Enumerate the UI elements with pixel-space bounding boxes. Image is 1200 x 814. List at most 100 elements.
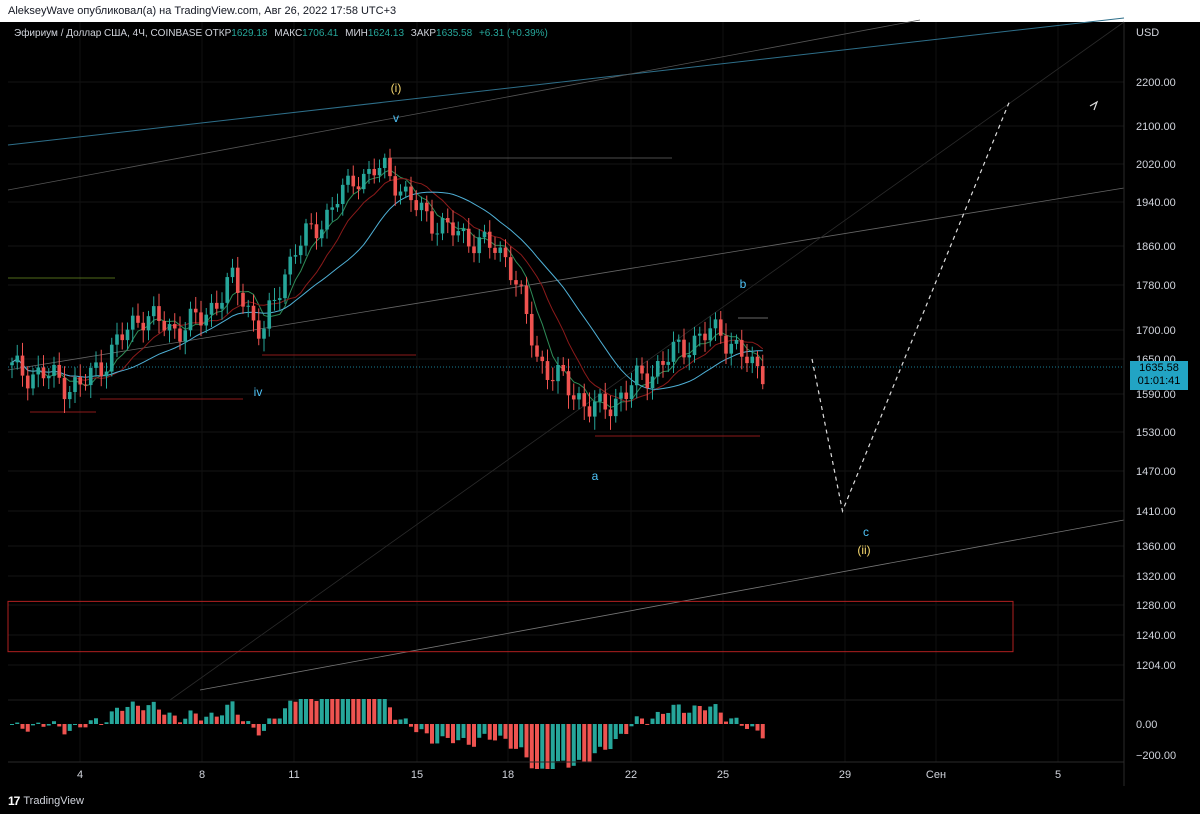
candle-body [587,406,592,417]
candle-body [52,364,56,376]
oscillator-bar [430,724,434,744]
ma-fast-line [11,169,764,408]
candle-body [83,384,88,386]
oscillator-bar [666,712,671,724]
oscillator-bar [251,724,256,728]
candle-body [31,374,35,389]
candle-body [361,173,366,190]
candle-body [424,202,429,212]
price-tick-label: 1780.00 [1136,280,1176,292]
candle-body [235,267,240,293]
footer: 17 TradingView [0,790,1200,814]
candle-body [713,319,718,329]
oscillator-bar [167,712,172,724]
time-tick-label: 25 [717,769,729,781]
candle-body [566,371,571,396]
oscillator-bar [46,724,51,726]
oscillator-bar [435,724,440,744]
oscillator-tick-label: 0.00 [1136,719,1157,731]
tradingview-icon: 17 [8,794,20,808]
candle-body [487,231,492,248]
oscillator-bar [10,724,14,725]
price-tick-label: 1590.00 [1136,389,1176,401]
price-tick-label: 1410.00 [1136,506,1176,518]
tradingview-logo[interactable]: 17 TradingView [8,794,84,808]
symbol-name[interactable]: Эфириум / Доллар США, 4Ч, COINBASE [14,28,203,39]
candle-body [472,246,476,254]
oscillator-bar [592,724,597,754]
candle-body [403,186,408,192]
change-value: +6.31 (+0.39%) [478,28,548,39]
high-value: 1706.41 [302,28,339,39]
oscillator-bar [445,724,450,738]
wave-label-iv: iv [254,385,263,399]
projection-arrowhead [1089,100,1099,111]
oscillator-bar [120,710,125,724]
projection-path [811,99,1011,514]
candle-body [445,218,450,223]
candle-body [398,191,403,196]
oscillator-bar [403,718,408,724]
candle-body [729,343,734,354]
candle-body [204,314,209,326]
close-value: 1635.58 [436,28,473,39]
candle-body [298,245,303,256]
candle-body [687,355,692,358]
oscillator-bar [88,720,93,724]
candle-body [676,339,681,342]
candle-body [419,202,424,211]
candle-body [272,299,277,301]
grid [8,22,1124,762]
oscillator-bar [477,724,482,738]
candle-body [183,330,188,342]
candle-body [36,367,41,375]
candle-body [46,375,51,379]
oscillator-bar [498,724,503,736]
candle-body [619,392,623,399]
ma-slow-line [11,191,763,390]
ma-medium-line [11,178,764,403]
candle-body [382,157,387,169]
candle-body [661,360,665,365]
oscillator-bar [293,701,298,724]
wave-label-i: (i) [391,81,402,95]
candle-body [739,339,744,357]
candle-body [209,302,214,315]
price-tick-label: 2020.00 [1136,159,1176,171]
oscillator-bar [314,701,319,724]
oscillator-bar [535,724,539,769]
candle-body [760,366,765,385]
oscillator-bar [734,717,739,724]
oscillator-bar [361,699,366,724]
oscillator-bar [661,713,665,724]
candle-body [304,223,308,246]
oscillator-bar [750,724,755,727]
price-axis: 2200.00 2100.00 2020.00 1940.00 1860.00 1780.… [1123,22,1176,786]
candle-body [435,233,440,235]
candle-body [377,168,382,176]
candle-body [15,355,20,363]
candle-body [451,222,455,236]
close-label: ЗАКР [410,28,437,39]
candle-body [325,209,329,230]
oscillator-bar [214,716,219,724]
candle-body [414,200,419,211]
price-tick-label: 1360.00 [1136,541,1176,553]
oscillator-bar [577,724,581,760]
candle-body [146,316,151,331]
oscillator-bar [608,724,613,750]
channel-lower-line [199,519,1125,691]
candle-body [750,356,755,364]
annotations: (i) v iv a b c (ii) [254,81,1099,557]
wave-label-c: c [863,525,869,539]
candle-body [314,224,319,239]
channel-middle-line [7,187,1125,371]
oscillator-bar [655,711,660,724]
candle-body [592,401,597,417]
candle-body [172,324,177,329]
oscillator-bar [57,724,62,727]
moving-averages [11,169,764,408]
oscillator-bar [288,700,293,724]
oscillator-bar [377,699,382,724]
